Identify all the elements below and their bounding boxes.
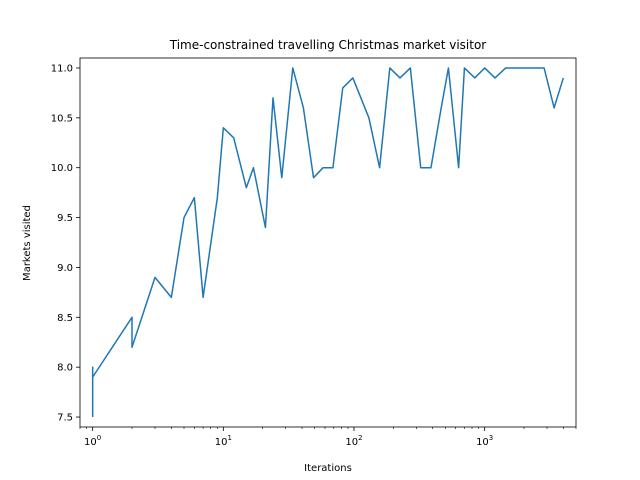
y-tick-label: 7.5 (57, 413, 73, 424)
x-tick-label-exponent: 1 (227, 434, 231, 442)
plot-frame (79, 57, 577, 428)
y-tick-label: 8.0 (57, 363, 73, 374)
x-tick-label-base: 10 (84, 437, 97, 448)
x-tick-label-exponent: 2 (358, 434, 362, 442)
x-axis: 100 101 102 103 (79, 427, 577, 448)
plot-area (79, 57, 577, 428)
y-tick-label: 9.0 (57, 263, 73, 274)
y-axis-label: Markets visited (22, 205, 33, 281)
y-tick-label: 10.0 (51, 163, 73, 174)
series-line (91, 67, 565, 418)
chart-title: Time-constrained travelling Christmas ma… (169, 38, 487, 52)
x-tick-label-base: 10 (345, 437, 358, 448)
x-tick-label: 101 (215, 434, 232, 448)
y-tick-label: 11.0 (51, 63, 73, 74)
x-tick-label-exponent: 3 (489, 434, 493, 442)
y-tick-label: 10.5 (51, 113, 73, 124)
x-tick-label-base: 10 (476, 437, 489, 448)
y-tick-label: 9.5 (57, 213, 73, 224)
x-tick-label: 100 (84, 434, 101, 448)
y-tick-label: 8.5 (57, 313, 73, 324)
x-tick-label-exponent: 0 (97, 434, 101, 442)
x-tick-label-base: 10 (215, 437, 228, 448)
x-axis-label: Iterations (304, 463, 352, 474)
y-axis: 7.5 8.0 8.5 9.0 9.5 10.0 10.5 11.0 (51, 63, 80, 424)
x-tick-label: 103 (476, 434, 493, 448)
x-tick-label: 102 (345, 434, 362, 448)
